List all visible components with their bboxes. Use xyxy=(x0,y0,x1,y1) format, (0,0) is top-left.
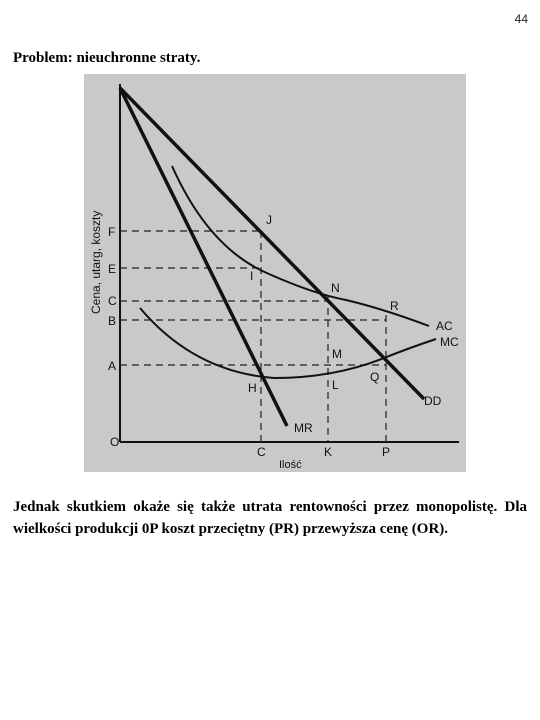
curve-label-ac: AC xyxy=(436,319,453,333)
y-label-A: A xyxy=(108,359,116,373)
x-label-C: C xyxy=(257,445,266,459)
curve-label-mr: MR xyxy=(294,421,313,435)
origin-label: O xyxy=(110,435,119,449)
point-H: H xyxy=(248,381,257,395)
marginal-revenue-curve xyxy=(120,88,287,426)
y-label-C: C xyxy=(108,294,117,308)
point-R: R xyxy=(390,299,399,313)
point-N: N xyxy=(331,281,340,295)
economics-diagram: F E C B A O C K P J I N R M H L Q AC MC … xyxy=(84,74,466,472)
body-paragraph: Jednak skutkiem okaże się także utrata r… xyxy=(13,496,527,540)
page-heading: Problem: nieuchronne straty. xyxy=(13,50,200,67)
point-Q: Q xyxy=(370,370,379,384)
demand-curve-dd xyxy=(120,88,424,399)
y-label-B: B xyxy=(108,314,116,328)
point-I: I xyxy=(250,269,253,283)
point-M: M xyxy=(332,347,342,361)
point-J: J xyxy=(266,213,272,227)
y-label-E: E xyxy=(108,262,116,276)
diagram-svg: F E C B A O C K P J I N R M H L Q AC MC … xyxy=(84,74,466,472)
x-label-K: K xyxy=(324,445,332,459)
curve-label-mc: MC xyxy=(440,335,459,349)
page-number: 44 xyxy=(515,12,528,26)
y-axis-title: Cena, utarg, koszty xyxy=(89,211,103,314)
point-L: L xyxy=(332,378,339,392)
x-axis-title: Ilość xyxy=(279,459,302,471)
y-label-F: F xyxy=(108,225,115,239)
curve-label-dd: DD xyxy=(424,394,442,408)
x-label-P: P xyxy=(382,445,390,459)
